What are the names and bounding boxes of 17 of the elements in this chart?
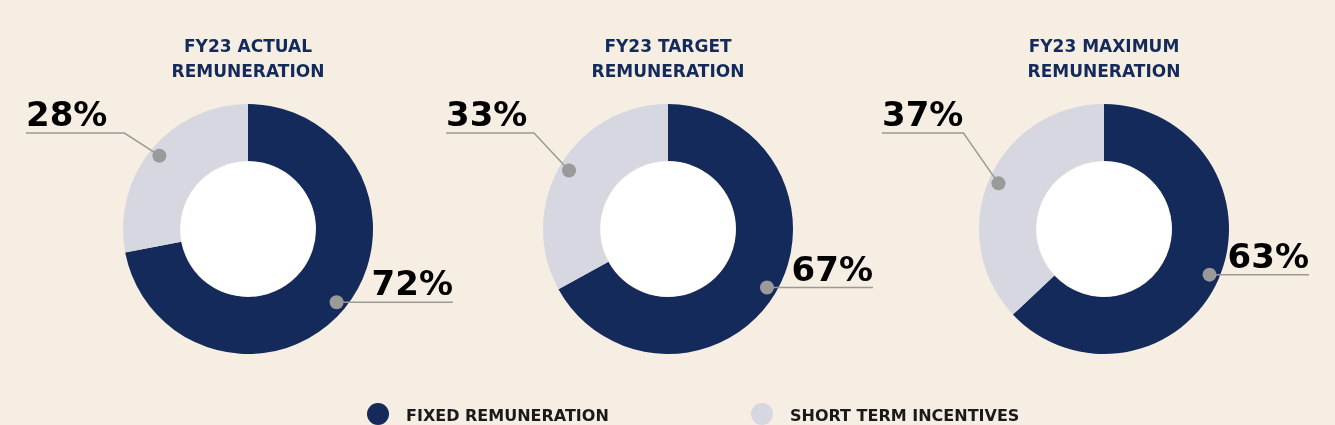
- data-label: 37%: [882, 94, 964, 134]
- data-label: 72%: [371, 263, 453, 304]
- donut-slice: [543, 104, 668, 290]
- chart-title: FY23 TARGET REMUNERATION: [591, 36, 745, 81]
- data-label: 33%: [446, 94, 528, 134]
- data-label: 28%: [26, 94, 108, 134]
- legend-label: FIXED REMUNERATION: [406, 406, 609, 425]
- donut-slice: [979, 104, 1104, 315]
- donut-slice: [1012, 104, 1229, 354]
- donut-slice: [123, 104, 248, 253]
- donut-slice: [558, 104, 793, 354]
- data-label: 63%: [1227, 235, 1309, 276]
- chart-title: FY23 ACTUAL REMUNERATION: [171, 36, 325, 81]
- legend-label: SHORT TERM INCENTIVES: [790, 406, 1020, 425]
- chart-title: FY23 MAXIMUM REMUNERATION: [1027, 36, 1181, 81]
- data-label: 67%: [791, 248, 873, 289]
- donut-slice: [125, 104, 373, 354]
